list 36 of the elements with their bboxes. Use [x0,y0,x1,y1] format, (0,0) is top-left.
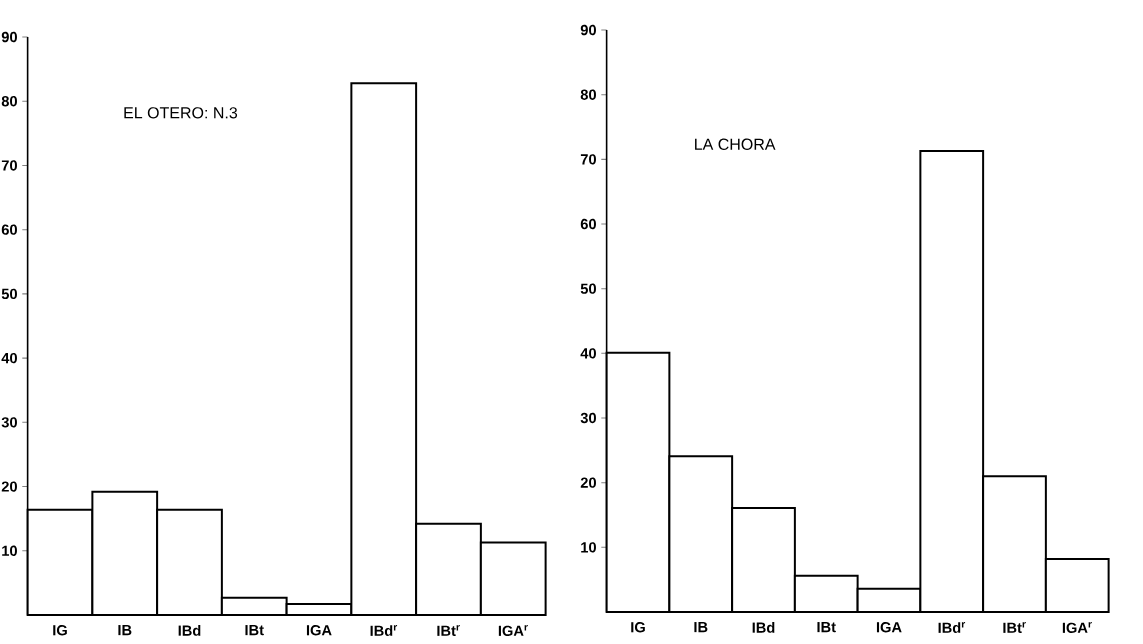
x-tick-label: IBt [245,625,264,636]
x-tick-label: IB [694,622,708,633]
y-tick-label: 50 [1,288,17,300]
x-tick-label: IBd [752,622,775,633]
y-tick-label: 70 [1,160,17,171]
y-tick-label: 70 [580,154,596,165]
x-tick-label: IB [118,625,132,636]
y-tick-label: 90 [580,24,596,36]
y-tick-label: 90 [1,31,17,43]
y-tick-label: 10 [581,542,596,553]
text: LA CHORA [695,138,776,150]
y-tick-label: 80 [580,89,596,100]
x-tick-label: IBd [178,625,201,636]
x-tick-label: IBt$^{r}$ [437,625,460,636]
x-tick-label: IGA$^{r}$ [498,625,528,637]
y-tick-label: 20 [1,481,17,492]
y-tick-label: 60 [1,224,17,235]
x-tick-label: IGA$^{r}$ [1062,622,1092,634]
y-tick-label: 10 [2,545,17,556]
y-tick-label: 20 [580,477,596,488]
text: EL OTERO: N.3 [124,107,238,119]
y-tick-label: 30 [1,417,17,428]
y-tick-label: 80 [1,96,17,107]
y-tick-label: 40 [580,348,596,359]
x-tick-label: IGA [306,625,332,636]
x-tick-label: IBd$^{r}$ [370,625,398,637]
y-tick-label: 40 [1,352,17,364]
x-tick-label: IBt$^{r}$ [1003,622,1026,633]
x-tick-label: IG [53,625,67,636]
x-tick-label: IG [631,622,645,633]
y-tick-label: 30 [580,412,596,424]
x-tick-label: IBd$^{r}$ [938,622,966,634]
x-tick-label: IBt [817,622,836,633]
y-tick-label: 60 [580,218,596,230]
y-tick-label: 50 [580,283,596,294]
x-tick-label: IGA [876,622,902,633]
